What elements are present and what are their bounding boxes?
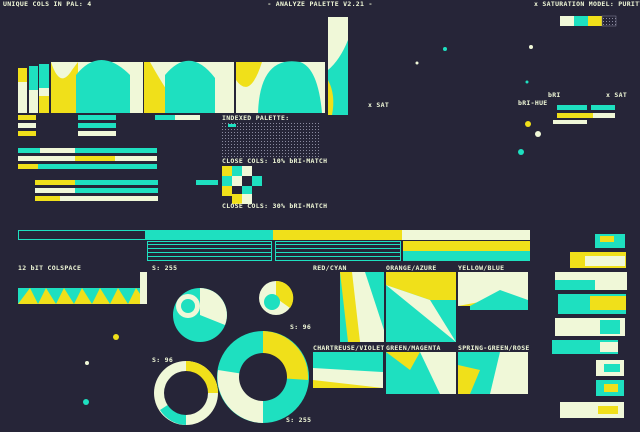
close30-label: CLOSE COLS: 30% bRI-MATCH	[222, 202, 327, 210]
palette-bar	[18, 230, 530, 261]
colspace-label: 12 bIT COLSPACE	[18, 264, 81, 272]
indexed-entry	[228, 124, 236, 127]
hue-panel-label: CHARTREUSE/VIOLET	[313, 344, 385, 352]
bri-label: bRI	[548, 91, 561, 99]
bri-hue-label: bRI-HUE	[518, 99, 548, 107]
hue-bars	[18, 115, 218, 201]
circle-label: S: 96	[290, 323, 311, 331]
hue-panel-label: ORANGE/AZURE	[386, 264, 437, 272]
right-stack	[552, 234, 627, 418]
scatter-dots	[83, 45, 615, 405]
unique-cols: UNIQUE COLS IN PAL: 4	[3, 0, 91, 8]
hue-panel-label: RED/CYAN	[313, 264, 347, 272]
brightness-panels	[18, 17, 348, 115]
sat-label-right: x SAT	[606, 91, 627, 99]
circle-label: S: 255	[286, 416, 311, 424]
hue-panel-label: SPRING-GREEN/ROSE	[458, 344, 530, 352]
app-title: - ANALYZE PALETTE V2.21 -	[267, 0, 372, 8]
colspace-strip	[18, 272, 147, 304]
close10-label: CLOSE COLS: 10% bRI-MATCH	[222, 157, 327, 165]
indexed-label: INDEXED PALETTE:	[222, 114, 289, 122]
hue-panel-label: YELLOW/BLUE	[458, 264, 504, 272]
saturation-model[interactable]: x SATURATION MODEL: PURITY	[534, 0, 640, 8]
hue-panel-label: GREEN/MAGENTA	[386, 344, 441, 352]
saturation-wheels	[154, 280, 309, 425]
circle-label: S: 96	[152, 356, 173, 364]
hue-panels	[313, 272, 528, 394]
circle-label: S: 255	[152, 264, 177, 272]
palette-swatches	[560, 15, 617, 27]
close-cols-grid	[222, 166, 262, 204]
indexed-palette	[222, 122, 320, 157]
sat-label-left: x SAT	[368, 101, 389, 109]
